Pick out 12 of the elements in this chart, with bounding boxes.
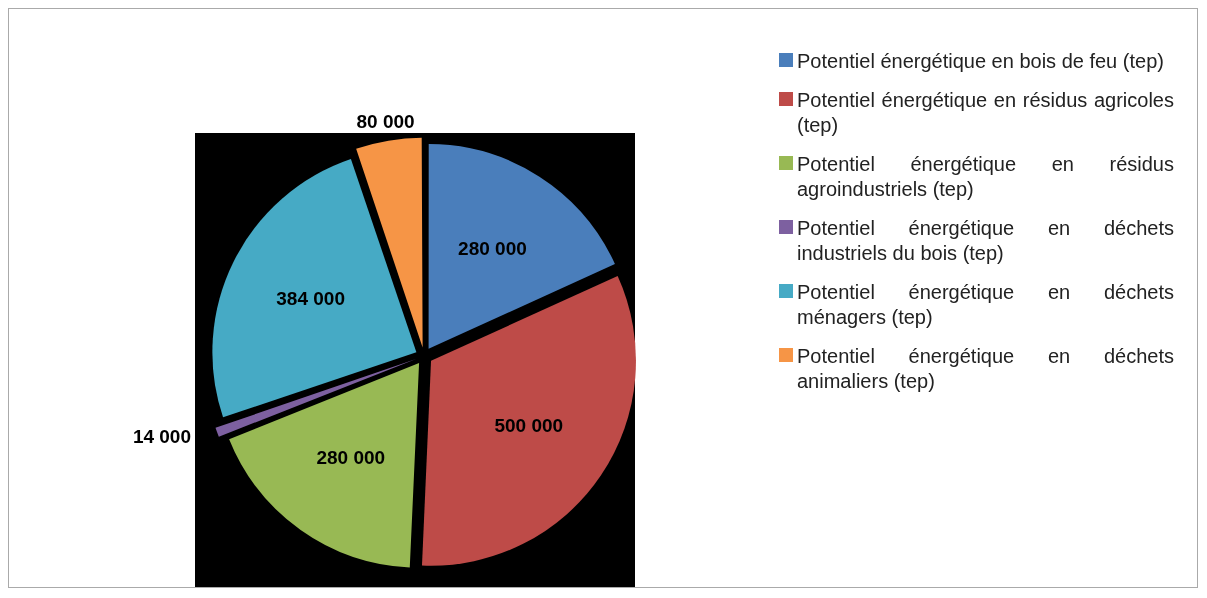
data-label: 80 000 [356, 111, 415, 133]
legend-label: Potentiel énergétique en déchets animaliers (tep) [797, 344, 1174, 394]
data-label: 280 000 [458, 237, 527, 259]
legend-label: Potentiel énergétique en résidus agricoles (tep) [797, 88, 1174, 138]
legend-label: Potentiel énergétique en déchets industriels du bois (tep) [797, 216, 1174, 266]
legend-label: Potentiel énergétique en bois de feu (tep) [797, 49, 1164, 74]
legend-label: Potentiel énergétique en déchets ménagers (tep) [797, 280, 1174, 330]
data-label: 500 000 [494, 415, 564, 437]
legend-label: Potentiel énergétique en résidus agroindustriels (tep) [797, 152, 1174, 202]
data-label: 384 000 [276, 288, 345, 310]
data-label: 280 000 [316, 447, 386, 469]
data-label: 14 000 [132, 425, 192, 447]
